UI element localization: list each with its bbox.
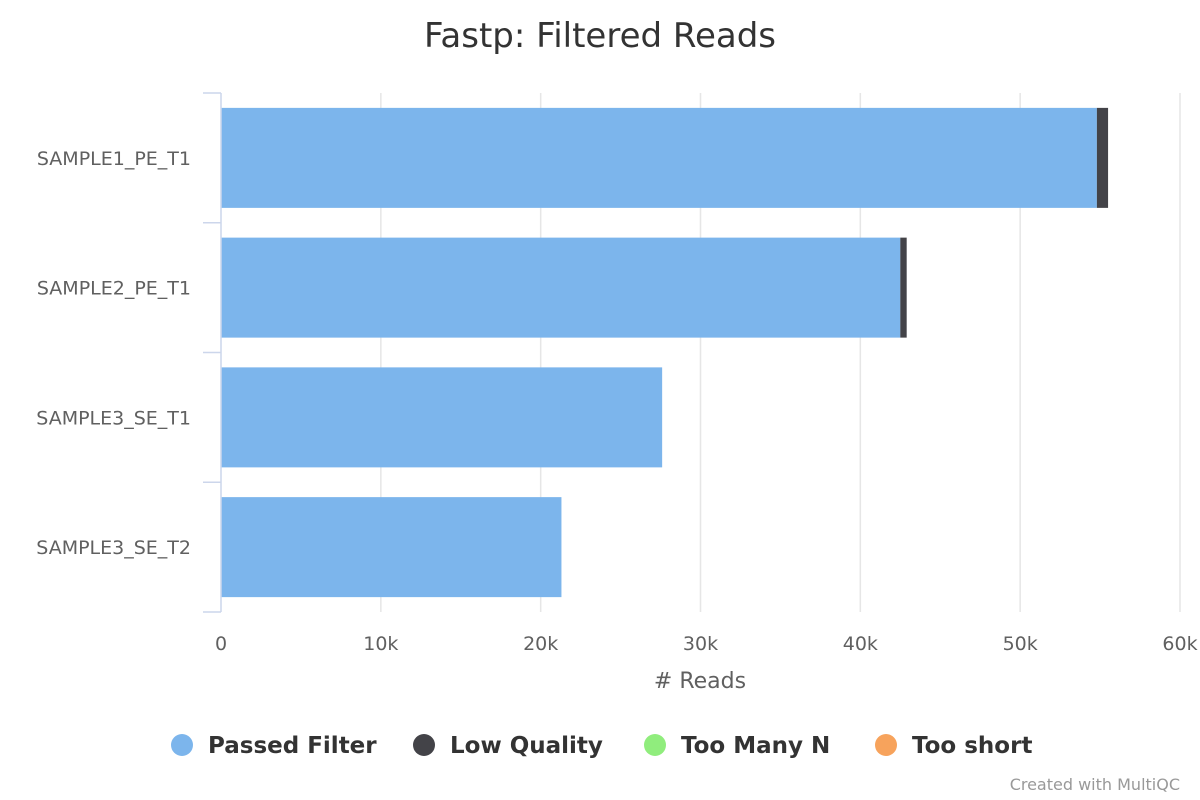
x-tick-label: 40k bbox=[843, 633, 878, 655]
x-axis-title: # Reads bbox=[654, 669, 746, 694]
legend-item-too-many-n[interactable]: Too Many N bbox=[644, 733, 830, 759]
bars bbox=[221, 107, 1109, 598]
bar-passed-filter-sample1_pe_t1[interactable] bbox=[221, 107, 1097, 208]
legend-marker bbox=[875, 734, 897, 756]
category-label: SAMPLE3_SE_T1 bbox=[36, 407, 191, 429]
legend-marker bbox=[413, 734, 435, 756]
x-tick-label: 30k bbox=[683, 633, 718, 655]
legend-marker bbox=[171, 734, 193, 756]
credit-text[interactable]: Created with MultiQC bbox=[1010, 775, 1180, 794]
legend-label: Low Quality bbox=[450, 733, 603, 759]
legend-label: Too short bbox=[912, 733, 1032, 759]
x-tick-label: 10k bbox=[363, 633, 398, 655]
bar-passed-filter-sample3_se_t2[interactable] bbox=[221, 497, 562, 598]
category-label: SAMPLE1_PE_T1 bbox=[37, 148, 191, 170]
category-label: SAMPLE2_PE_T1 bbox=[37, 278, 191, 300]
bar-passed-filter-sample3_se_t1[interactable] bbox=[221, 367, 663, 468]
x-tick-label: 20k bbox=[523, 633, 558, 655]
legend-label: Too Many N bbox=[681, 733, 830, 759]
legend-label: Passed Filter bbox=[208, 733, 377, 759]
category-label: SAMPLE3_SE_T2 bbox=[36, 537, 191, 559]
legend-item-low-quality[interactable]: Low Quality bbox=[413, 733, 603, 759]
bar-low-quality-sample1_pe_t1[interactable] bbox=[1096, 107, 1109, 208]
value-axis-ticks: 0 10k 20k 30k 40k 50k 60k bbox=[215, 633, 1198, 655]
legend-item-passed-filter[interactable]: Passed Filter bbox=[171, 733, 377, 759]
x-tick-label: 0 bbox=[215, 633, 227, 655]
bar-passed-filter-sample2_pe_t1[interactable] bbox=[221, 237, 901, 338]
legend-marker bbox=[644, 734, 666, 756]
legend: Passed Filter Low Quality Too Many N Too sh… bbox=[171, 733, 1032, 759]
bar-low-quality-sample2_pe_t1[interactable] bbox=[900, 237, 907, 338]
category-axis bbox=[203, 92, 222, 613]
x-tick-label: 50k bbox=[1003, 633, 1038, 655]
x-tick-label: 60k bbox=[1162, 633, 1197, 655]
chart-title: Fastp: Filtered Reads bbox=[424, 16, 776, 56]
legend-item-too-short[interactable]: Too short bbox=[875, 733, 1032, 759]
category-labels: SAMPLE1_PE_T1 SAMPLE2_PE_T1 SAMPLE3_SE_T1 S… bbox=[36, 148, 191, 559]
